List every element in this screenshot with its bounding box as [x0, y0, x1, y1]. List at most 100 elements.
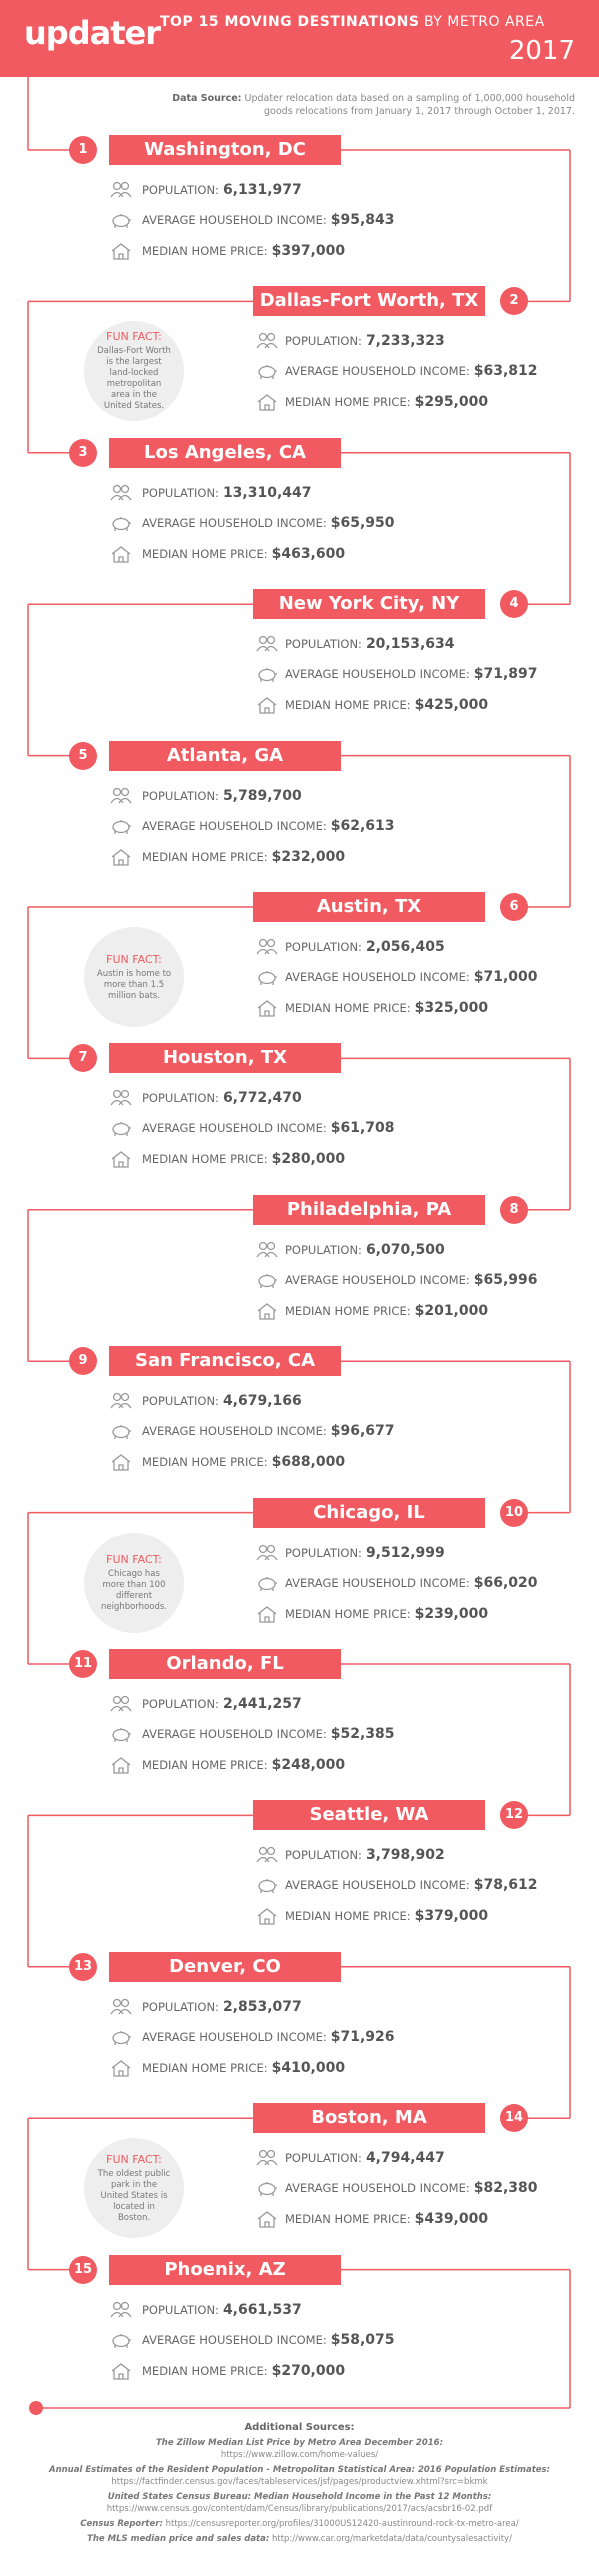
stat-label: AVERAGE HOUSEHOLD INCOME:: [285, 970, 470, 984]
city-banner: Denver, CO: [109, 1951, 341, 1982]
icon-price: [111, 1757, 131, 1774]
icon-price: [257, 2211, 277, 2228]
city-banner: Houston, TX: [109, 1043, 341, 1074]
icon-price: [257, 1000, 277, 1017]
stat-label: AVERAGE HOUSEHOLD INCOME:: [285, 1575, 470, 1590]
stat-row: MEDIAN HOME PRICE: $295,000: [285, 393, 488, 411]
fun-fact-text: Dallas-Fort Worth is the largest land-lo…: [97, 346, 171, 412]
fun-fact: FUN FACT: Chicago has more than 100 diffe…: [84, 1532, 184, 1633]
source-label: Data Source:: [172, 93, 242, 104]
source-item: The Zillow Median List Price by Metro Ar…: [20, 2437, 579, 2461]
stat-row: AVERAGE HOUSEHOLD INCOME: $58,075: [142, 2331, 395, 2349]
stat-row: POPULATION: 7,233,323: [285, 332, 445, 350]
stat-value: 4,679,166: [222, 1393, 302, 1410]
stat-row: MEDIAN HOME PRICE: $280,000: [142, 1150, 345, 1168]
stat-value: $439,000: [414, 2211, 489, 2228]
icon-population: [110, 1998, 132, 2015]
stat-label: MEDIAN HOME PRICE:: [285, 1001, 411, 1015]
icon-income: [112, 516, 131, 531]
stat-value: $463,600: [271, 545, 346, 562]
stat-label: POPULATION:: [142, 1091, 219, 1106]
stat-value: $325,000: [414, 1000, 489, 1016]
stat-value: $65,996: [473, 1271, 538, 1288]
rank-badge: 8: [500, 1195, 528, 1224]
stat-row: MEDIAN HOME PRICE: $232,000: [142, 848, 345, 866]
stat-row: MEDIAN HOME PRICE: $439,000: [285, 2210, 488, 2228]
rank-badge: 15: [69, 2255, 97, 2284]
stat-value: $78,612: [473, 1877, 538, 1894]
stat-row: POPULATION: 6,131,977: [142, 181, 302, 199]
stat-label: POPULATION:: [142, 2302, 219, 2317]
icon-price: [111, 2059, 131, 2077]
fun-fact-label: FUN FACT:: [106, 1552, 162, 1566]
title: TOP 15 MOVING DESTINATIONS BY METRO AREA: [160, 14, 545, 30]
stat-label: AVERAGE HOUSEHOLD INCOME:: [142, 515, 327, 530]
stat-label: AVERAGE HOUSEHOLD INCOME:: [142, 1424, 327, 1439]
icon-population: [110, 787, 132, 803]
stat-value: $71,897: [473, 666, 538, 683]
stat-label: AVERAGE HOUSEHOLD INCOME:: [142, 2332, 327, 2347]
icon-price: [257, 697, 277, 714]
stat-label: AVERAGE HOUSEHOLD INCOME:: [142, 818, 327, 833]
stat-row: POPULATION: 13,310,447: [142, 484, 312, 502]
stat-value: 6,772,470: [222, 1090, 302, 1107]
stat-value: $71,000: [473, 969, 538, 985]
icon-price: [257, 394, 277, 412]
stat-value: $397,000: [271, 243, 346, 259]
stat-value: 13,310,447: [222, 484, 312, 501]
city-banner: Boston, MA: [253, 2103, 485, 2134]
stat-label: POPULATION:: [285, 1848, 362, 1863]
stat-label: POPULATION:: [285, 637, 362, 652]
rank-badge: 5: [69, 741, 97, 770]
stat-row: AVERAGE HOUSEHOLD INCOME: $71,000: [285, 968, 538, 986]
stat-value: $58,075: [330, 2331, 395, 2348]
stat-value: 3,798,902: [365, 1847, 445, 1864]
icon-income: [258, 668, 277, 683]
stat-row: MEDIAN HOME PRICE: $379,000: [285, 1907, 488, 1925]
stat-row: POPULATION: 20,153,634: [285, 635, 455, 653]
stat-row: AVERAGE HOUSEHOLD INCOME: $65,950: [142, 514, 395, 532]
rank-badge: 14: [500, 2104, 528, 2133]
city-banner: San Francisco, CA: [109, 1346, 341, 1377]
stat-row: MEDIAN HOME PRICE: $410,000: [142, 2059, 345, 2077]
city-banner: Dallas-Fort Worth, TX: [253, 286, 485, 317]
city-banner: Philadelphia, PA: [253, 1194, 485, 1225]
stat-row: POPULATION: 6,772,470: [142, 1089, 302, 1107]
icon-price: [111, 1454, 131, 1471]
stat-label: MEDIAN HOME PRICE:: [285, 2212, 411, 2227]
stat-label: POPULATION:: [285, 1242, 362, 1257]
icon-price: [111, 243, 131, 260]
stat-value: 9,512,999: [365, 1544, 445, 1561]
stat-label: MEDIAN HOME PRICE:: [142, 1758, 268, 1772]
stat-value: 2,441,257: [222, 1696, 302, 1712]
stat-value: $52,385: [330, 1726, 395, 1742]
stat-value: $96,677: [330, 1423, 395, 1440]
stat-row: MEDIAN HOME PRICE: $270,000: [142, 2362, 345, 2380]
stat-label: AVERAGE HOUSEHOLD INCOME:: [285, 1878, 470, 1893]
stat-row: AVERAGE HOUSEHOLD INCOME: $71,926: [142, 2028, 395, 2046]
fun-fact-text: Chicago has more than 100 different neig…: [100, 1568, 168, 1612]
icon-income: [112, 2333, 131, 2348]
stat-value: $65,950: [330, 514, 395, 531]
source-url: https://www.zillow.com/home-values/: [220, 2450, 379, 2460]
fun-fact: FUN FACT: Austin is home to more than 1.5…: [84, 927, 184, 1027]
source-name: The Zillow Median List Price by Metro Ar…: [156, 2438, 443, 2448]
rank-badge: 12: [500, 1801, 528, 1830]
stat-label: MEDIAN HOME PRICE:: [142, 1152, 268, 1167]
rank-badge: 13: [69, 1952, 97, 1981]
stat-label: AVERAGE HOUSEHOLD INCOME:: [142, 213, 327, 227]
stat-label: POPULATION:: [142, 485, 219, 500]
stat-label: AVERAGE HOUSEHOLD INCOME:: [142, 1727, 327, 1741]
city-banner: Austin, TX: [253, 892, 485, 922]
source-item: Annual Estimates of the Resident Populat…: [20, 2464, 579, 2488]
stat-label: AVERAGE HOUSEHOLD INCOME:: [285, 2181, 470, 2196]
icon-price: [257, 1908, 277, 1926]
source-url: https://censusreporter.org/profiles/3100…: [165, 2519, 519, 2529]
fun-fact: FUN FACT: Dallas-Fort Worth is the larges…: [84, 321, 184, 422]
icon-income: [258, 365, 277, 380]
icon-population: [110, 484, 132, 501]
stat-row: POPULATION: 6,070,500: [285, 1241, 445, 1259]
stat-value: $71,926: [330, 2028, 395, 2045]
title-light: BY METRO AREA: [423, 14, 545, 30]
rank-badge: 9: [69, 1347, 97, 1376]
